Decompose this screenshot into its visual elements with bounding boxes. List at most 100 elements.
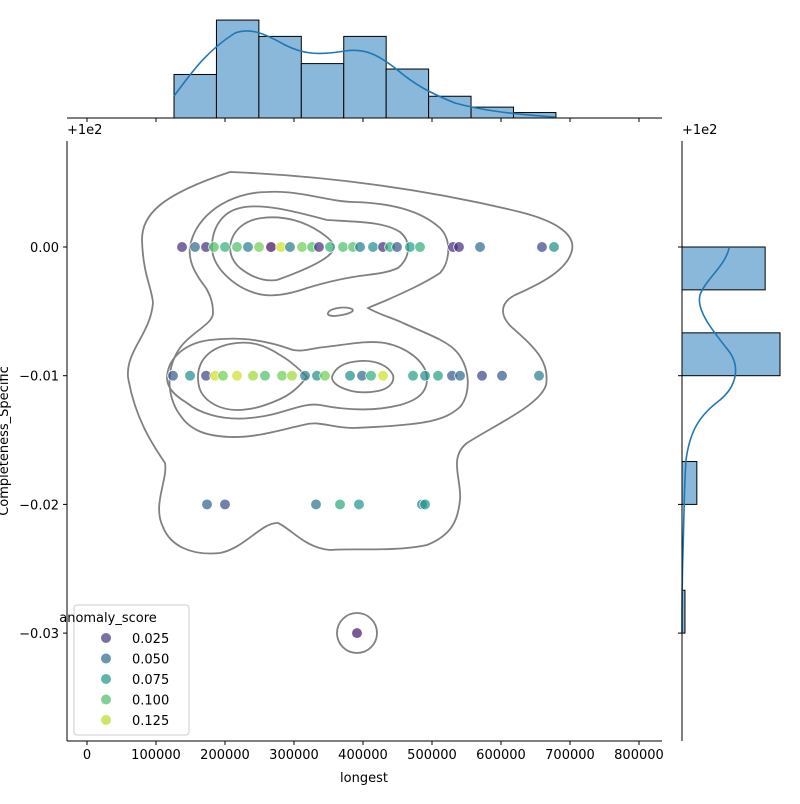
legend-marker	[101, 633, 111, 643]
scatter-point	[189, 241, 201, 253]
x-histogram-bar	[173, 73, 217, 119]
x-tick-label: 600000	[476, 748, 526, 763]
kde-contour-1	[168, 190, 469, 438]
scatter-point	[208, 241, 220, 253]
scatter-point	[548, 241, 560, 253]
y-tick-label: −0.02	[19, 498, 59, 513]
scatter-point	[313, 241, 325, 253]
kde-contour-7	[331, 360, 395, 394]
scatter-point	[536, 241, 548, 253]
scatter-point	[367, 241, 379, 253]
scatter-point	[353, 498, 365, 511]
scatter-point	[533, 370, 545, 382]
y-marginal-histogram	[681, 246, 781, 634]
x-histogram-bar	[215, 19, 260, 119]
x-histogram-bar	[300, 63, 345, 119]
scatter-point	[419, 498, 431, 511]
scatter-point	[253, 241, 265, 253]
x-kde-line	[173, 30, 556, 118]
scatter-point	[286, 370, 298, 382]
y-tick-label: 0.00	[30, 241, 59, 256]
scatter-point	[284, 241, 296, 253]
scatter-point	[319, 370, 331, 382]
legend-label: 0.100	[132, 694, 169, 709]
scatter-point	[419, 370, 431, 382]
x-histogram-bar	[385, 68, 430, 119]
scatter-point	[324, 241, 336, 253]
scatter-point	[310, 498, 322, 511]
legend-label: 0.075	[132, 673, 169, 688]
scatter-point	[337, 241, 349, 253]
legend-marker	[101, 694, 111, 705]
scatter-point	[259, 370, 271, 382]
kde-contour-8	[336, 612, 378, 654]
scatter-point	[201, 498, 213, 511]
scatter-point	[496, 370, 508, 382]
x-histogram-bar	[428, 95, 472, 119]
y-tick-label: −0.01	[19, 370, 59, 385]
legend: anomaly_score 0.025 0.050 0.075 0.100 0.125	[59, 604, 190, 736]
scatter-point	[344, 370, 356, 382]
scatter-point	[296, 241, 308, 253]
legend-marker	[101, 674, 111, 684]
scatter-point	[231, 370, 243, 382]
scatter-point	[265, 241, 277, 253]
scatter-points	[167, 241, 560, 639]
scatter-point	[476, 370, 488, 382]
x-tick-label: 300000	[269, 748, 319, 763]
scatter-point	[219, 241, 231, 253]
kde-contour-4	[326, 306, 354, 317]
y-tick-label: −0.03	[19, 627, 59, 642]
scatter-point	[276, 370, 288, 382]
scatter-point	[354, 241, 366, 253]
scatter-point	[414, 241, 426, 253]
x-marginal-histogram	[173, 19, 557, 119]
legend-label: 0.125	[132, 714, 169, 729]
x-tick-label: 400000	[338, 748, 388, 763]
y-axis-label: Completeness_Specific	[0, 366, 12, 516]
scatter-point	[334, 498, 346, 511]
scatter-point	[247, 370, 259, 382]
scatter-point	[167, 370, 179, 382]
x-tick-label: 700000	[545, 748, 595, 763]
y-marginal-offset-label: +1e2	[682, 123, 717, 138]
legend-marker	[101, 715, 111, 725]
scatter-point	[407, 370, 419, 382]
x-tick-label: 100000	[131, 748, 181, 763]
scatter-point	[432, 370, 444, 382]
x-tick-label: 0	[83, 748, 91, 763]
scatter-point	[391, 241, 403, 253]
legend-label: 0.050	[132, 653, 169, 668]
scatter-point	[377, 370, 389, 382]
scatter-point	[184, 370, 196, 382]
x-tick-label: 200000	[200, 748, 250, 763]
x-axis-label: longest	[340, 771, 388, 786]
scatter-point	[474, 241, 486, 253]
scatter-point	[231, 241, 243, 253]
scatter-point	[365, 370, 377, 382]
scatter-point	[176, 241, 188, 253]
scatter-point	[453, 241, 465, 253]
y-kde-line	[681, 247, 737, 634]
x-offset-label: +1e2	[67, 123, 102, 138]
legend-marker	[101, 653, 111, 664]
kde-contour-6	[197, 341, 309, 411]
legend-title: anomaly_score	[59, 611, 157, 626]
scatter-point	[299, 370, 311, 382]
scatter-point	[454, 370, 466, 382]
x-tick-label: 500000	[407, 748, 457, 763]
kde-contour-2	[211, 205, 409, 297]
kde-contour-0	[127, 171, 574, 555]
x-tick-label: 800000	[614, 748, 664, 763]
legend-label: 0.025	[132, 632, 169, 647]
scatter-point	[242, 241, 254, 253]
x-histogram-bar	[343, 35, 387, 119]
scatter-point	[351, 627, 363, 639]
scatter-point	[217, 370, 229, 382]
scatter-point	[404, 241, 416, 253]
y-histogram-bar	[681, 246, 766, 291]
axes: 0 100000 200000 300000 400000 500000 600000 700…	[19, 117, 683, 763]
scatter-point	[219, 498, 231, 511]
